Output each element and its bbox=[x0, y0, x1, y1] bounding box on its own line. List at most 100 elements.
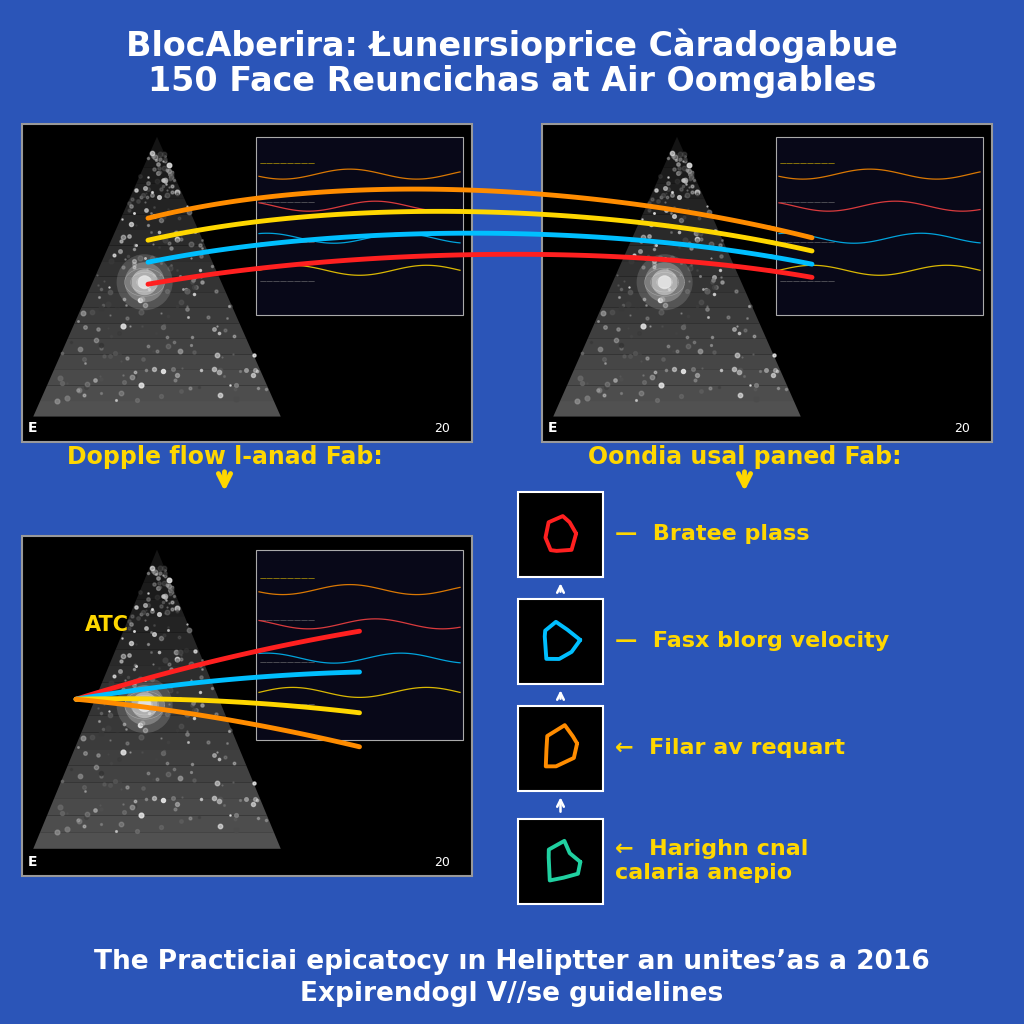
Bar bbox=[518, 818, 603, 903]
Text: 20: 20 bbox=[434, 856, 450, 869]
Text: ————————: ———————— bbox=[260, 658, 316, 665]
Polygon shape bbox=[656, 168, 697, 183]
Polygon shape bbox=[81, 292, 232, 308]
Circle shape bbox=[657, 275, 672, 289]
Text: ————————: ———————— bbox=[780, 200, 836, 206]
Bar bbox=[22, 536, 472, 876]
Circle shape bbox=[117, 677, 173, 733]
Text: ————————: ———————— bbox=[260, 200, 316, 206]
Polygon shape bbox=[608, 276, 745, 292]
Bar bbox=[518, 706, 603, 791]
Polygon shape bbox=[102, 666, 212, 683]
Text: Oondia usal paned Fab:: Oondia usal paned Fab: bbox=[588, 445, 901, 469]
Polygon shape bbox=[95, 261, 219, 276]
Polygon shape bbox=[601, 292, 753, 308]
Circle shape bbox=[637, 254, 692, 310]
Polygon shape bbox=[136, 583, 177, 599]
Polygon shape bbox=[47, 370, 267, 385]
Polygon shape bbox=[88, 699, 225, 716]
Bar bbox=[776, 137, 983, 314]
Polygon shape bbox=[664, 153, 691, 168]
Polygon shape bbox=[622, 246, 732, 261]
Polygon shape bbox=[553, 401, 801, 417]
Text: Expirendogl V//se guidelines: Expirendogl V//se guidelines bbox=[300, 981, 724, 1007]
Polygon shape bbox=[54, 354, 260, 370]
Text: 20: 20 bbox=[954, 422, 970, 435]
Polygon shape bbox=[109, 649, 205, 666]
Text: Dopple flow l-anad Fab:: Dopple flow l-anad Fab: bbox=[67, 445, 382, 469]
Bar bbox=[518, 492, 603, 577]
Polygon shape bbox=[33, 401, 281, 417]
Polygon shape bbox=[102, 246, 212, 261]
Polygon shape bbox=[643, 199, 712, 214]
Text: BlocAberira: Łuneırsioprice Càradogabue: BlocAberira: Łuneırsioprice Càradogabue bbox=[126, 29, 898, 63]
Polygon shape bbox=[573, 354, 780, 370]
Polygon shape bbox=[595, 308, 760, 324]
Polygon shape bbox=[60, 766, 253, 782]
Polygon shape bbox=[95, 683, 219, 699]
Text: The Practiciai epicatocy ın Heliptter an unites’as a 2016: The Practiciai epicatocy ın Heliptter an… bbox=[94, 949, 930, 975]
Text: E: E bbox=[548, 421, 557, 435]
Circle shape bbox=[132, 692, 158, 718]
Polygon shape bbox=[615, 261, 739, 276]
Polygon shape bbox=[151, 550, 164, 566]
Bar bbox=[256, 550, 463, 740]
Circle shape bbox=[645, 262, 685, 302]
Text: ————————: ———————— bbox=[260, 161, 316, 167]
Polygon shape bbox=[670, 137, 684, 153]
Text: E: E bbox=[28, 855, 38, 869]
Polygon shape bbox=[68, 324, 247, 339]
Text: ————————: ———————— bbox=[780, 161, 836, 167]
Text: ————————: ———————— bbox=[780, 278, 836, 284]
Polygon shape bbox=[151, 137, 164, 153]
Polygon shape bbox=[81, 716, 232, 732]
Polygon shape bbox=[143, 153, 171, 168]
Circle shape bbox=[132, 269, 158, 295]
Polygon shape bbox=[588, 324, 766, 339]
Text: ————————: ———————— bbox=[780, 239, 836, 245]
Text: ————————: ———————— bbox=[260, 278, 316, 284]
Polygon shape bbox=[40, 385, 273, 401]
Polygon shape bbox=[75, 732, 240, 750]
Circle shape bbox=[125, 262, 165, 302]
Circle shape bbox=[125, 685, 165, 725]
Bar bbox=[256, 137, 463, 314]
Circle shape bbox=[117, 254, 173, 310]
Bar bbox=[518, 598, 603, 683]
Polygon shape bbox=[143, 566, 171, 583]
Polygon shape bbox=[123, 199, 191, 214]
Polygon shape bbox=[116, 633, 199, 649]
Polygon shape bbox=[68, 750, 247, 766]
Polygon shape bbox=[109, 230, 205, 246]
Circle shape bbox=[137, 275, 152, 289]
Text: E: E bbox=[28, 421, 38, 435]
Polygon shape bbox=[33, 833, 281, 849]
Text: —  Bratee plass: — Bratee plass bbox=[615, 524, 810, 544]
Text: ————————: ———————— bbox=[260, 239, 316, 245]
Text: ATC: ATC bbox=[85, 615, 129, 635]
Text: ←  Filar av requart: ← Filar av requart bbox=[615, 738, 845, 758]
Text: 20: 20 bbox=[434, 422, 450, 435]
Polygon shape bbox=[560, 385, 794, 401]
Bar bbox=[542, 124, 992, 442]
Polygon shape bbox=[636, 214, 718, 230]
Polygon shape bbox=[40, 815, 273, 833]
Text: ————————: ———————— bbox=[260, 575, 316, 582]
Polygon shape bbox=[129, 599, 184, 616]
Text: ————————: ———————— bbox=[260, 700, 316, 707]
Polygon shape bbox=[629, 230, 725, 246]
Bar bbox=[22, 124, 472, 442]
Polygon shape bbox=[567, 370, 787, 385]
Text: —  Fasx blorg velocity: — Fasx blorg velocity bbox=[615, 631, 889, 651]
Polygon shape bbox=[54, 782, 260, 799]
Polygon shape bbox=[75, 308, 240, 324]
Polygon shape bbox=[123, 616, 191, 633]
Polygon shape bbox=[88, 276, 225, 292]
Circle shape bbox=[137, 698, 152, 712]
Polygon shape bbox=[129, 183, 184, 199]
Polygon shape bbox=[649, 183, 705, 199]
Text: 150 Face Reuncichas at Air Oomgables: 150 Face Reuncichas at Air Oomgables bbox=[147, 66, 877, 98]
Polygon shape bbox=[47, 799, 267, 815]
Polygon shape bbox=[116, 214, 199, 230]
Text: ————————: ———————— bbox=[260, 617, 316, 623]
